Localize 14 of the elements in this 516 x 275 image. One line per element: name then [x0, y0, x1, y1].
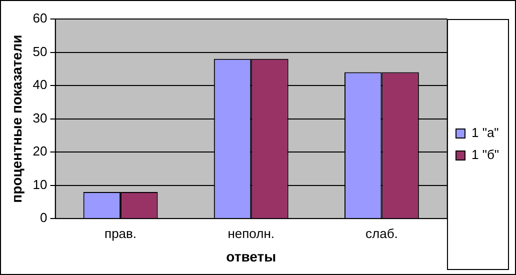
x-tick-label: неполн.	[228, 226, 275, 241]
x-axis-title: ответы	[226, 248, 276, 264]
y-tick-label: 40	[32, 77, 48, 92]
y-tick-label: 60	[32, 10, 48, 26]
legend-label: 1 "б"	[471, 147, 500, 162]
x-tick-label: слаб.	[366, 226, 398, 241]
y-axis-title: процентные показатели	[8, 34, 24, 203]
y-tick-label: 20	[32, 144, 48, 159]
y-tick-label: 10	[32, 176, 48, 192]
y-tick-label: 50	[32, 44, 48, 59]
y-tick-label: 0	[40, 210, 48, 226]
x-tick-label: прав.	[104, 226, 137, 241]
legend-label: 1 "а"	[471, 125, 500, 140]
y-tick-label: 30	[32, 110, 48, 126]
